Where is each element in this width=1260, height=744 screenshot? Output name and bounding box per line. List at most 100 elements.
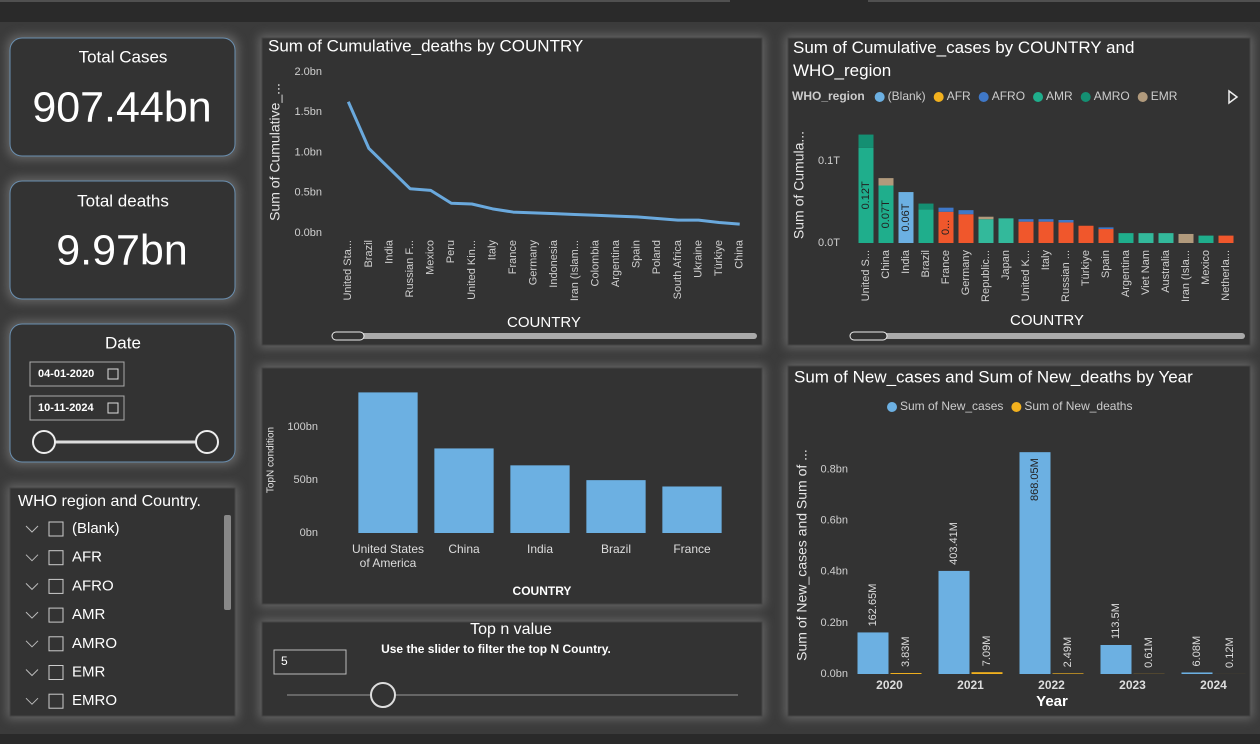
y-axis-title: Sum of Cumula...	[791, 131, 807, 239]
y-tick-label: 0.5bn	[294, 187, 322, 199]
x-tick-label: France	[507, 240, 519, 274]
legend-label: Sum of New_cases	[900, 399, 1003, 413]
slicer-title: Date	[105, 333, 141, 352]
bar	[1052, 673, 1084, 674]
x-tick-label: Republic...	[980, 250, 992, 302]
expand-chevron[interactable]	[25, 640, 39, 648]
card-label: Total deaths	[77, 191, 169, 210]
x-tick-label: South Africa	[672, 239, 684, 299]
slider-thumb[interactable]	[32, 430, 56, 454]
card-label: Total Cases	[79, 47, 168, 66]
legend-label: (Blank)	[888, 89, 926, 103]
legend-marker	[1011, 402, 1022, 412]
data-label: 113.5M	[1110, 603, 1122, 639]
x-tick-label: Peru	[445, 240, 457, 263]
y-tick-label: 0.1T	[818, 155, 840, 167]
x-tick-label: United S...	[860, 250, 872, 301]
expand-chevron[interactable]	[25, 697, 39, 705]
x-tick-label: China	[880, 249, 892, 279]
calendar-icon[interactable]	[107, 368, 119, 380]
checkbox[interactable]	[48, 636, 64, 652]
checkbox[interactable]	[48, 521, 64, 537]
y-tick-label: 0.0bn	[294, 227, 322, 239]
x-tick-label: India	[383, 239, 395, 264]
chart-title: Sum of New_cases and Sum of New_deaths b…	[794, 367, 1193, 386]
bottom-bar	[0, 734, 1260, 744]
y-tick-label: 50bn	[294, 474, 318, 486]
bar	[971, 672, 1003, 674]
y-tick-label: 0.0bn	[820, 668, 848, 680]
scrollbar-thumb[interactable]	[849, 331, 888, 341]
date-input[interactable]	[29, 395, 125, 421]
calendar-icon[interactable]	[107, 402, 119, 414]
x-tick-label: United Kin...	[466, 240, 478, 300]
bar-segment	[898, 192, 914, 243]
data-label: 868.05M	[1029, 458, 1041, 501]
expand-chevron[interactable]	[25, 554, 39, 562]
chart-title: Sum of Cumulative_deaths by COUNTRY	[268, 36, 583, 55]
x-tick-label: Spain	[1100, 250, 1112, 278]
expand-chevron[interactable]	[25, 669, 39, 677]
bar-segment	[1218, 235, 1234, 243]
scrollbar-thumb[interactable]	[331, 331, 365, 341]
bar-segment	[878, 178, 894, 186]
x-tick-label: Australia	[1160, 249, 1172, 293]
data-label: 0.61M	[1143, 637, 1155, 668]
x-tick-label: Russian ...	[1060, 250, 1072, 302]
chart-title: Sum of Cumulative_cases by COUNTRY and W…	[793, 38, 1135, 80]
checkbox[interactable]	[48, 665, 64, 680]
number-input[interactable]	[273, 649, 347, 675]
x-tick-label: Türkiye	[713, 240, 725, 276]
x-axis-title: COUNTRY	[1010, 312, 1084, 329]
x-tick-label: Spain	[631, 240, 643, 268]
x-tick-label: United Sta...	[342, 240, 354, 301]
x-axis-title: COUNTRY	[507, 314, 581, 331]
legend-label: AMR	[1046, 89, 1073, 103]
scrollbar	[224, 515, 231, 610]
slider-thumb[interactable]	[370, 682, 396, 708]
panel	[787, 365, 1251, 717]
checkbox[interactable]	[48, 607, 64, 623]
bar-segment	[1018, 219, 1034, 222]
x-tick-label: Iran (Isla...	[1180, 250, 1192, 302]
data-label: 2.49M	[1062, 637, 1074, 668]
x-tick-label: 2021	[957, 678, 984, 692]
bar	[857, 632, 889, 674]
x-tick-label: 2023	[1119, 678, 1146, 692]
y-axis-title: Sum of New_cases and Sum of ...	[794, 449, 810, 661]
expand-chevron[interactable]	[25, 583, 39, 591]
expand-chevron[interactable]	[25, 611, 39, 619]
legend-marker	[933, 92, 944, 102]
x-tick-label: Netherla...	[1220, 250, 1232, 301]
checkbox[interactable]	[48, 693, 64, 709]
scrollbar-track	[332, 333, 757, 339]
bar	[662, 486, 722, 533]
checkbox[interactable]	[48, 550, 64, 566]
x-tick-label: Türkiye	[1080, 250, 1092, 286]
x-tick-label: Argentina	[1120, 249, 1132, 297]
card-value: 907.44bn	[32, 83, 211, 131]
bar	[890, 673, 922, 674]
x-tick-label: Brazil	[363, 240, 375, 268]
x-tick-label: Ukraine	[692, 240, 704, 278]
y-tick-label: 0.8bn	[820, 463, 848, 475]
x-tick-label: France	[673, 542, 711, 556]
data-label: 0.12T	[860, 181, 872, 209]
bar	[434, 448, 494, 533]
x-tick-label: Argentina	[610, 239, 622, 287]
panel	[9, 323, 236, 463]
checkbox[interactable]	[48, 578, 64, 594]
legend-label: AFR	[947, 89, 971, 103]
bar	[938, 570, 970, 674]
expand-chevron[interactable]	[25, 525, 39, 533]
bar-segment	[858, 147, 874, 243]
slicer-subtitle: Use the slider to filter the top N Count…	[381, 642, 611, 656]
slicer-item: AFR	[72, 549, 102, 566]
legend-label: AFRO	[992, 89, 1025, 103]
legend-marker	[978, 92, 989, 102]
slider-thumb[interactable]	[195, 430, 219, 454]
x-tick-label: Colombia	[589, 239, 601, 286]
date-value: 10-11-2024	[38, 402, 95, 414]
data-label: 0.12M	[1224, 637, 1236, 668]
legend-next[interactable]	[1228, 89, 1239, 105]
